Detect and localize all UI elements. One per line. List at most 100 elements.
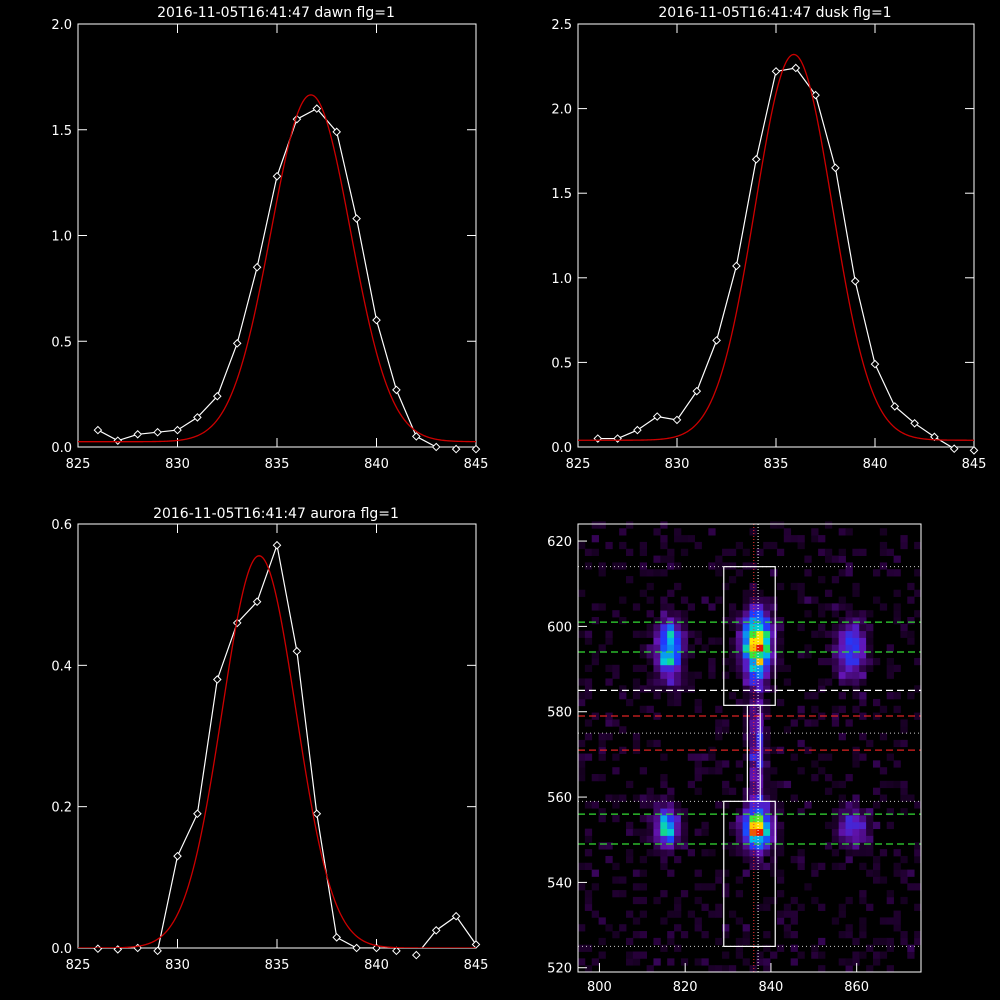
heatmap-cell: [770, 746, 778, 754]
heatmap-cell: [776, 617, 785, 625]
data-point: [451, 911, 461, 921]
heatmap-cell: [735, 917, 744, 925]
heatmap-cell: [776, 521, 785, 529]
heatmap-cell: [879, 733, 888, 741]
heatmap-cell: [872, 787, 881, 795]
data-point: [312, 809, 322, 819]
heatmap-cell: [667, 651, 675, 659]
heatmap-cell: [783, 931, 792, 939]
heatmap-cell: [584, 719, 593, 727]
heatmap: [578, 521, 922, 973]
heatmap-cell: [735, 760, 744, 768]
heatmap-cell: [646, 705, 654, 713]
heatmap-cell: [605, 924, 613, 932]
heatmap-cell: [838, 651, 846, 659]
heatmap-cell: [845, 924, 853, 932]
heatmap-cell: [763, 541, 771, 550]
heatmap-cell: [893, 917, 901, 925]
heatmap-cell: [612, 767, 620, 775]
heatmap-cell: [790, 958, 798, 966]
heatmap-cell: [598, 753, 606, 761]
heatmap-cell: [914, 849, 922, 857]
heatmap-cell: [900, 630, 908, 638]
heatmap-cell: [797, 582, 805, 591]
heatmap-cell: [660, 569, 668, 577]
heatmap-cell: [728, 548, 737, 556]
x-tick-label: 835: [764, 457, 789, 472]
heatmap-cell: [674, 910, 682, 918]
heatmap-cell: [763, 849, 771, 857]
y-tick-label: 0.0: [551, 441, 572, 456]
heatmap-cell: [735, 541, 744, 550]
heatmap-cell: [859, 842, 867, 850]
heatmap-cell: [756, 835, 764, 843]
heatmap-cell: [680, 814, 689, 823]
heatmap-cell: [646, 828, 654, 836]
heatmap-cell: [742, 705, 750, 713]
heatmap-cell: [879, 876, 888, 884]
heatmap-cell: [626, 521, 634, 529]
heatmap-cell: [838, 903, 846, 911]
heatmap-cell: [756, 603, 764, 611]
heatmap-cell: [900, 794, 908, 802]
heatmap-cell: [831, 623, 840, 632]
heatmap-cell: [859, 698, 867, 707]
heatmap-cell: [742, 617, 750, 625]
heatmap-cell: [776, 548, 785, 556]
heatmap-cell: [701, 903, 709, 911]
heatmap-cell: [845, 528, 853, 536]
heatmap-cell: [701, 644, 709, 652]
heatmap-cell: [722, 924, 730, 932]
heatmap-cell: [914, 842, 922, 850]
heatmap-cell: [694, 637, 702, 645]
heatmap-cell: [852, 814, 860, 823]
heatmap-cell: [639, 931, 647, 939]
heatmap-cell: [859, 678, 867, 686]
heatmap-cell: [680, 842, 689, 850]
heatmap-cell: [612, 876, 620, 884]
heatmap-cell: [660, 521, 668, 529]
heatmap-cell: [728, 637, 737, 645]
heatmap-cell: [660, 630, 668, 638]
heatmap-cell: [893, 739, 901, 748]
data-point: [969, 446, 979, 455]
heatmap-cell: [742, 814, 750, 823]
heatmap-cell: [852, 937, 860, 946]
heatmap-cell: [838, 664, 846, 673]
heatmap-cell: [845, 821, 853, 830]
heatmap-cell: [667, 562, 675, 570]
heatmap-cell: [626, 849, 634, 857]
heatmap-cell: [818, 903, 826, 911]
heatmap-cell: [872, 876, 881, 884]
data-point: [173, 851, 182, 861]
heatmap-cell: [776, 801, 785, 809]
heatmap-cell: [756, 630, 764, 638]
heatmap-cell: [653, 808, 661, 816]
heatmap-cell: [722, 890, 730, 898]
heatmap-cell: [756, 623, 764, 632]
heatmap-cell: [872, 657, 881, 666]
heatmap-cell: [674, 630, 682, 638]
heatmap-cell: [783, 535, 792, 543]
heatmap-cell: [872, 698, 881, 707]
heatmap-cell: [667, 637, 675, 645]
heatmap-cell: [632, 692, 641, 700]
heatmap-cell: [715, 726, 723, 734]
heatmap-cell: [749, 610, 757, 618]
heatmap-cell: [900, 787, 908, 795]
heatmap-cell: [660, 835, 668, 843]
heatmap-cell: [735, 944, 744, 952]
data-point: [392, 385, 401, 395]
heatmap-cell: [728, 849, 737, 857]
heatmap-cell: [749, 582, 757, 591]
heatmap-cell: [653, 896, 661, 905]
heatmap-cell: [818, 623, 826, 632]
heatmap-cell: [674, 671, 682, 679]
heatmap-cell: [619, 541, 627, 550]
heatmap-cell: [845, 617, 853, 625]
heatmap-cell: [783, 528, 792, 536]
heatmap-cell: [694, 630, 702, 638]
data-point: [392, 946, 401, 956]
heatmap-cell: [804, 801, 812, 809]
heatmap-cell: [879, 767, 888, 775]
